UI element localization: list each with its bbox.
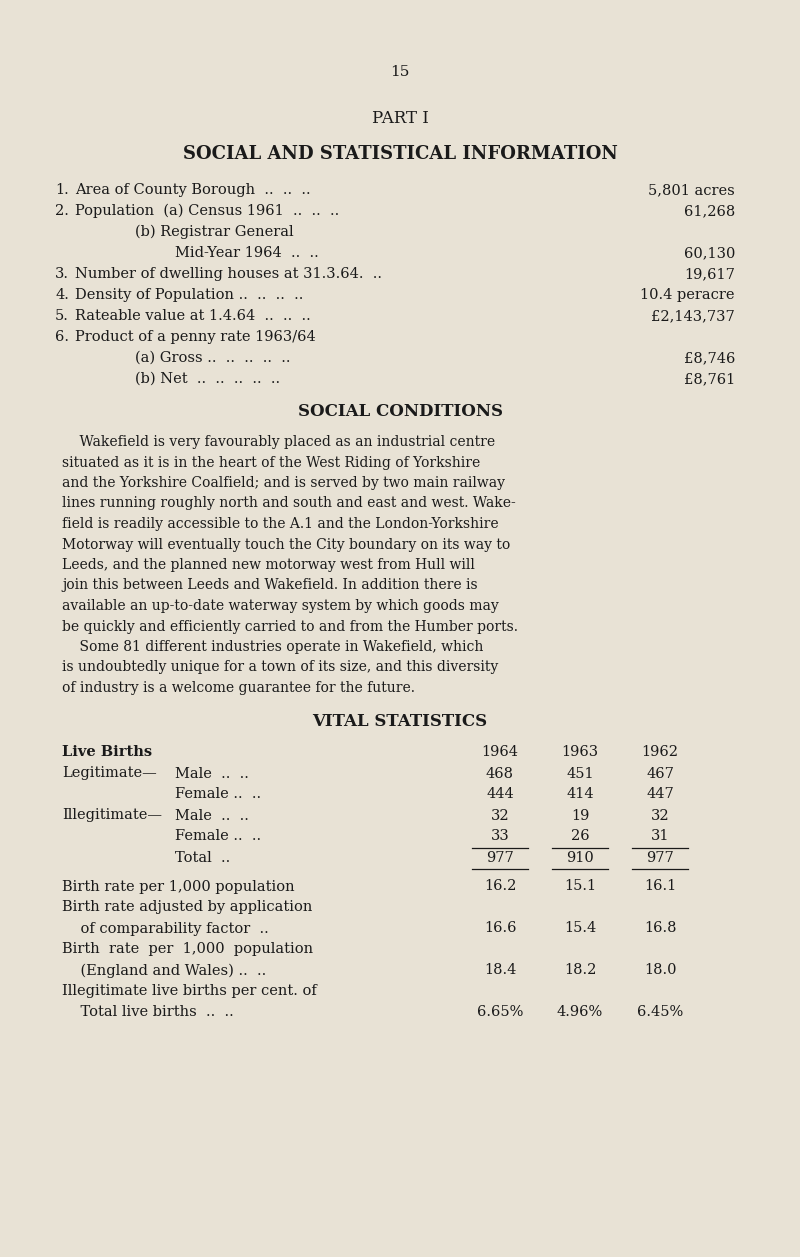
Text: (b) Net  ..  ..  ..  ..  ..: (b) Net .. .. .. .. .. [135,372,280,386]
Text: £8,746: £8,746 [684,351,735,365]
Text: 18.0: 18.0 [644,964,676,978]
Text: 3.: 3. [55,266,69,282]
Text: 1964: 1964 [482,745,518,759]
Text: SOCIAL AND STATISTICAL INFORMATION: SOCIAL AND STATISTICAL INFORMATION [182,145,618,163]
Text: 2.: 2. [55,204,69,217]
Text: 19,617: 19,617 [684,266,735,282]
Text: 977: 977 [646,851,674,865]
Text: 910: 910 [566,851,594,865]
Text: is undoubtedly unique for a town of its size, and this diversity: is undoubtedly unique for a town of its … [62,660,498,675]
Text: Motorway will eventually touch the City boundary on its way to: Motorway will eventually touch the City … [62,538,510,552]
Text: join this between Leeds and Wakefield. In addition there is: join this between Leeds and Wakefield. I… [62,578,478,592]
Text: Mid-Year 1964  ..  ..: Mid-Year 1964 .. .. [175,246,318,260]
Text: Live Births: Live Births [62,745,152,759]
Text: 4.96%: 4.96% [557,1006,603,1019]
Text: 977: 977 [486,851,514,865]
Text: 26: 26 [570,830,590,843]
Text: 1.: 1. [55,184,69,197]
Text: 4.: 4. [55,288,69,302]
Text: Leeds, and the planned new motorway west from Hull will: Leeds, and the planned new motorway west… [62,558,475,572]
Text: available an up-to-date waterway system by which goods may: available an up-to-date waterway system … [62,600,498,613]
Text: Total live births  ..  ..: Total live births .. .. [62,1006,234,1019]
Text: 16.6: 16.6 [484,921,516,935]
Text: Female ..  ..: Female .. .. [175,787,261,802]
Text: Legitimate—: Legitimate— [62,767,157,781]
Text: Area of County Borough  ..  ..  ..: Area of County Borough .. .. .. [75,184,310,197]
Text: 468: 468 [486,767,514,781]
Text: situated as it is in the heart of the West Riding of Yorkshire: situated as it is in the heart of the We… [62,455,480,470]
Text: 32: 32 [490,808,510,822]
Text: PART I: PART I [371,111,429,127]
Text: 61,268: 61,268 [684,204,735,217]
Text: 32: 32 [650,808,670,822]
Text: Male  ..  ..: Male .. .. [175,767,249,781]
Text: 60,130: 60,130 [684,246,735,260]
Text: 15: 15 [390,65,410,79]
Text: of comparability factor  ..: of comparability factor .. [62,921,269,935]
Text: 10.4 peracre: 10.4 peracre [641,288,735,302]
Text: Rateable value at 1.4.64  ..  ..  ..: Rateable value at 1.4.64 .. .. .. [75,309,310,323]
Text: 1962: 1962 [642,745,678,759]
Text: 19: 19 [571,808,589,822]
Text: 15.4: 15.4 [564,921,596,935]
Text: Total  ..: Total .. [175,851,230,865]
Text: of industry is a welcome guarantee for the future.: of industry is a welcome guarantee for t… [62,681,415,695]
Text: (England and Wales) ..  ..: (England and Wales) .. .. [62,964,266,978]
Text: 18.4: 18.4 [484,964,516,978]
Text: 15.1: 15.1 [564,880,596,894]
Text: 5.: 5. [55,309,69,323]
Text: 6.45%: 6.45% [637,1006,683,1019]
Text: Number of dwelling houses at 31.3.64.  ..: Number of dwelling houses at 31.3.64. .. [75,266,382,282]
Text: 1963: 1963 [562,745,598,759]
Text: Illegitimate—: Illegitimate— [62,808,162,822]
Text: VITAL STATISTICS: VITAL STATISTICS [313,714,487,730]
Text: Some 81 different industries operate in Wakefield, which: Some 81 different industries operate in … [62,640,483,654]
Text: 467: 467 [646,767,674,781]
Text: Birth rate adjusted by application: Birth rate adjusted by application [62,900,312,915]
Text: Male  ..  ..: Male .. .. [175,808,249,822]
Text: 6.65%: 6.65% [477,1006,523,1019]
Text: Female ..  ..: Female .. .. [175,830,261,843]
Text: 451: 451 [566,767,594,781]
Text: Population  (a) Census 1961  ..  ..  ..: Population (a) Census 1961 .. .. .. [75,204,339,219]
Text: Wakefield is very favourably placed as an industrial centre: Wakefield is very favourably placed as a… [62,435,495,449]
Text: 33: 33 [490,830,510,843]
Text: field is readily accessible to the A.1 and the London-Yorkshire: field is readily accessible to the A.1 a… [62,517,498,530]
Text: Birth  rate  per  1,000  population: Birth rate per 1,000 population [62,943,313,957]
Text: 444: 444 [486,787,514,802]
Text: 31: 31 [650,830,670,843]
Text: SOCIAL CONDITIONS: SOCIAL CONDITIONS [298,403,502,420]
Text: 414: 414 [566,787,594,802]
Text: 16.8: 16.8 [644,921,676,935]
Text: (b) Registrar General: (b) Registrar General [135,225,294,239]
Text: 6.: 6. [55,331,69,344]
Text: (a) Gross ..  ..  ..  ..  ..: (a) Gross .. .. .. .. .. [135,351,290,365]
Text: lines running roughly north and south and east and west. Wake-: lines running roughly north and south an… [62,497,516,510]
Text: Birth rate per 1,000 population: Birth rate per 1,000 population [62,880,294,894]
Text: 18.2: 18.2 [564,964,596,978]
Text: and the Yorkshire Coalfield; and is served by two main railway: and the Yorkshire Coalfield; and is serv… [62,476,505,490]
Text: 16.1: 16.1 [644,880,676,894]
Text: £8,761: £8,761 [684,372,735,386]
Text: Product of a penny rate 1963/64: Product of a penny rate 1963/64 [75,331,316,344]
Text: be quickly and efficiently carried to and from the Humber ports.: be quickly and efficiently carried to an… [62,620,518,634]
Text: 16.2: 16.2 [484,880,516,894]
Text: £2,143,737: £2,143,737 [651,309,735,323]
Text: 5,801 acres: 5,801 acres [648,184,735,197]
Text: 447: 447 [646,787,674,802]
Text: Illegitimate live births per cent. of: Illegitimate live births per cent. of [62,984,317,998]
Text: Density of Population ..  ..  ..  ..: Density of Population .. .. .. .. [75,288,303,302]
